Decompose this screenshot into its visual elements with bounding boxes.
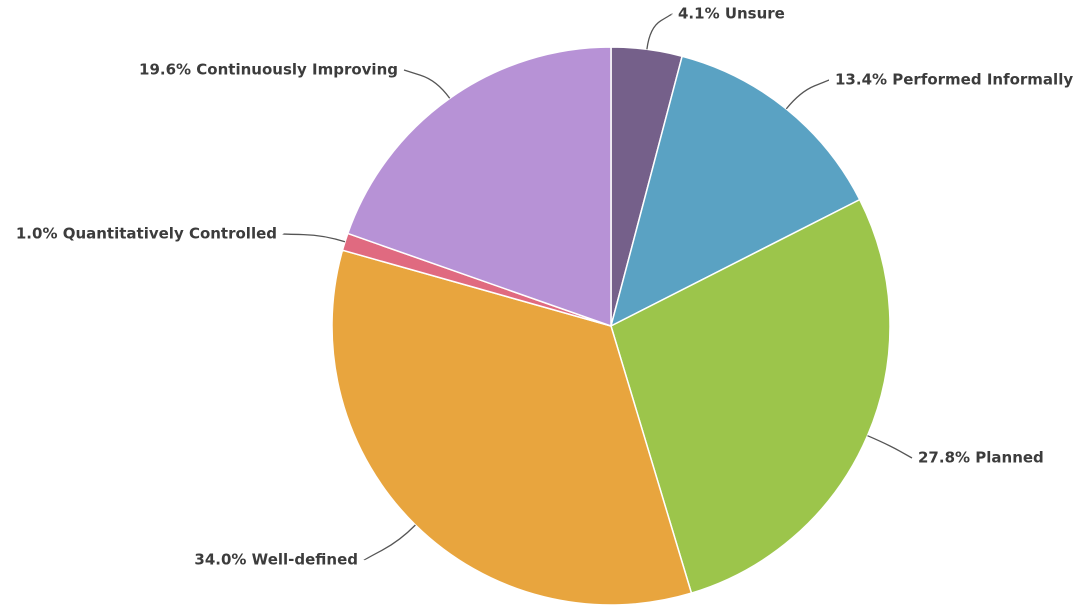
- leader-line-well-defined: [364, 525, 415, 560]
- leader-line-quantitatively-controlled: [283, 234, 345, 242]
- leader-line-continuously-improving: [404, 70, 450, 98]
- slice-label-well-defined: 34.0% Well-defined: [194, 551, 358, 569]
- slice-label-planned: 27.8% Planned: [918, 449, 1044, 467]
- slice-label-performed-informally: 13.4% Performed Informally: [835, 71, 1073, 89]
- pie-slices: [332, 47, 890, 605]
- leader-line-performed-informally: [786, 80, 829, 109]
- slice-label-quantitatively-controlled: 1.0% Quantitatively Controlled: [16, 225, 277, 243]
- slice-label-continuously-improving: 19.6% Continuously Improving: [139, 61, 398, 79]
- leader-line-planned: [868, 436, 913, 458]
- slice-label-unsure: 4.1% Unsure: [678, 5, 785, 23]
- leader-line-unsure: [647, 14, 672, 49]
